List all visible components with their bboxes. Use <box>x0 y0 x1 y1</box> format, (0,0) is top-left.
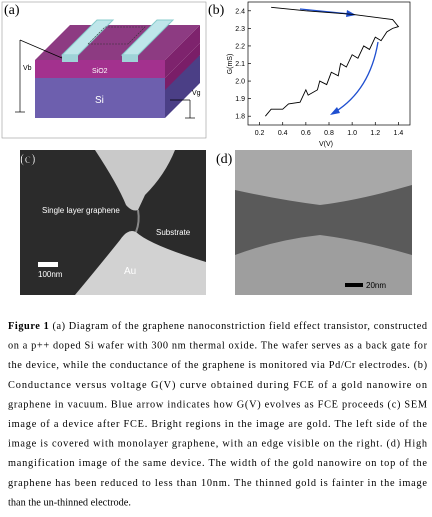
caption-text: on a p++ doped Si wafer with 300 nm ther… <box>8 341 428 352</box>
caption-text: mangification image of the same device. … <box>8 458 427 469</box>
panel-b: (b) V(V) G(mS) 0.2 0.4 0.6 0.8 1.0 1.2 1.4 1.8 1… <box>208 1 411 148</box>
y-tick-label: 2.2 <box>235 43 245 50</box>
x-tick-label: 1.4 <box>394 130 404 137</box>
panel-label: (c) <box>20 152 36 167</box>
panel-label: (d) <box>216 152 233 167</box>
region-label: Substrate <box>156 228 191 237</box>
caption-text: graphene in vacuum. Blue arrow indicates… <box>8 399 427 410</box>
wire <box>19 39 63 59</box>
arrow-head <box>346 10 356 17</box>
caption-line: on a p++ doped Si wafer with 300 nm ther… <box>8 341 428 352</box>
gold-region <box>235 150 412 205</box>
y-tick-label: 1.8 <box>235 114 245 121</box>
panel-label: (a) <box>4 3 20 18</box>
arrow <box>334 41 379 113</box>
sio2-right <box>165 25 200 78</box>
caption-line: mangification image of the same device. … <box>8 458 427 469</box>
gold-electrode <box>75 231 206 295</box>
caption-label: Figure 1 <box>8 321 49 332</box>
caption-text: than the un-thinned electrode. <box>8 497 131 508</box>
terminal-label: Vb <box>23 65 32 72</box>
y-tick-label: 2.4 <box>235 8 245 15</box>
caption: Figure 1 (a) Diagram of the graphene nan… <box>8 321 428 508</box>
scale-bar <box>345 283 363 287</box>
scale-label: 100nm <box>38 270 63 279</box>
layer-label: SiO2 <box>92 68 108 75</box>
caption-text: Conductance versus voltage G(V) curve ob… <box>8 380 427 391</box>
y-tick-label: 1.9 <box>235 96 245 103</box>
si-front <box>35 78 165 118</box>
x-tick-label: 1.2 <box>370 130 380 137</box>
scale-bar <box>38 262 58 267</box>
caption-text: image is covered with monolayer graphene… <box>8 439 428 450</box>
panel-d: (d) 20nm <box>216 150 412 295</box>
caption-line: image of a device after FCE. Bright regi… <box>8 419 427 430</box>
terminal-label: Vg <box>192 90 201 97</box>
caption-line: graphene has been reduced to less than 1… <box>8 478 427 489</box>
x-tick-label: 0.6 <box>301 130 311 137</box>
x-axis-label: V(V) <box>319 141 333 148</box>
y-tick-label: 2.0 <box>235 79 245 86</box>
panel-a: (a) SiO2 Si Vb Vg <box>1 1 207 139</box>
electrode <box>62 55 78 62</box>
electrode <box>122 55 138 62</box>
caption-line: than the un-thinned electrode. <box>8 497 131 508</box>
caption-line: graphene in vacuum. Blue arrow indicates… <box>8 399 427 410</box>
sio2-side <box>165 43 200 90</box>
y-axis-label: G(mS) <box>227 54 234 75</box>
layer-label: Si <box>95 95 104 106</box>
x-tick-label: 1.0 <box>347 130 357 137</box>
x-tick-label: 0.4 <box>278 130 288 137</box>
region-label: Single layer graphene <box>42 206 120 215</box>
caption-line: the device, while the conductance of the… <box>8 360 427 371</box>
caption-text: the device, while the conductance of the… <box>8 360 427 371</box>
gold-region <box>235 235 412 295</box>
nanowire <box>135 209 140 233</box>
plot-frame <box>247 1 411 126</box>
y-tick-label: 2.3 <box>235 26 245 33</box>
x-tick-label: 0.2 <box>255 130 265 137</box>
caption-text: image of a device after FCE. Bright regi… <box>8 419 427 430</box>
scale-label: 20nm <box>366 281 386 290</box>
sio2-front <box>35 60 165 78</box>
panel-c: (c) Single layer graphene Substrate 100n… <box>20 150 206 295</box>
caption-text: (a) Diagram of the graphene nanoconstric… <box>52 321 427 332</box>
gold-electrode <box>95 150 175 211</box>
x-tick-label: 0.8 <box>324 130 334 137</box>
caption-line: Figure 1 (a) Diagram of the graphene nan… <box>8 321 428 332</box>
caption-line: image is covered with monolayer graphene… <box>8 439 428 450</box>
region-label: Au <box>124 266 136 277</box>
panel-label: (b) <box>208 3 225 18</box>
graphene <box>87 26 146 45</box>
data-line <box>265 6 400 117</box>
caption-text: graphene has been reduced to less than 1… <box>8 478 427 489</box>
caption-line: Conductance versus voltage G(V) curve ob… <box>8 380 427 391</box>
y-tick-label: 2.1 <box>235 61 245 68</box>
arrow-head <box>330 107 340 115</box>
